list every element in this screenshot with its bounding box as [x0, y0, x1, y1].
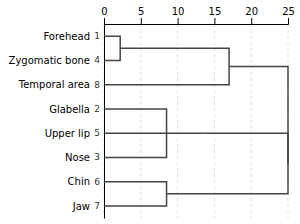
label-id: 4	[94, 55, 100, 65]
grid-line	[104, 24, 105, 218]
tick: 20	[245, 6, 258, 24]
tick-mark	[288, 18, 289, 24]
tick: Nose	[65, 152, 104, 163]
label-id: 5	[94, 128, 100, 138]
y-axis: Forehead Zygomatic bone Temporal area Glabe…	[9, 25, 105, 219]
label-ids: 14825367	[94, 31, 100, 211]
tick-label: Jaw	[72, 201, 90, 212]
tick-label: Glabella	[49, 104, 90, 115]
tick: Temporal area	[18, 79, 104, 90]
merge-link	[104, 48, 229, 84]
x-axis: 0 5 10 15 20 25	[101, 6, 295, 25]
tick-label: Temporal area	[18, 79, 90, 90]
tick-label: 10	[172, 6, 185, 17]
chart: 0510152025ForeheadZygomatic boneTemporal…	[0, 0, 300, 224]
label-id: 7	[94, 201, 100, 211]
tick-label: Nose	[65, 152, 90, 163]
merge-link	[104, 182, 167, 206]
tick-mark	[214, 18, 215, 24]
tick-mark	[141, 18, 142, 24]
label-id: 8	[94, 80, 100, 90]
tick-label: Forehead	[43, 31, 90, 42]
tick-label: 5	[138, 6, 144, 17]
tick-label: 0	[101, 6, 107, 17]
label-id: 1	[94, 31, 100, 41]
merge-link	[229, 66, 288, 163]
label-id: 2	[94, 104, 100, 114]
tick-label: 20	[245, 6, 258, 17]
tick-label: 25	[282, 6, 295, 17]
tick-mark	[178, 18, 179, 24]
axis-domain	[104, 25, 105, 219]
plot: 0510152025ForeheadZygomatic boneTemporal…	[9, 6, 295, 219]
label-id: 6	[94, 177, 100, 187]
grid-line	[214, 24, 215, 218]
dendrogram-links	[104, 36, 288, 206]
tick-mark	[104, 18, 105, 24]
grid-line	[251, 24, 252, 218]
tick: Upper lip	[45, 128, 104, 139]
tick: Chin	[68, 176, 104, 187]
tick: Jaw	[72, 201, 104, 212]
tick: Forehead	[43, 31, 104, 42]
tick-label: Chin	[68, 176, 90, 187]
tick: 5	[138, 6, 144, 24]
grid-line	[140, 24, 141, 218]
axis-domain	[105, 18, 289, 25]
tick-label: Zygomatic bone	[9, 55, 90, 66]
grid-line	[177, 24, 178, 218]
tick: 0	[101, 6, 107, 24]
merge-link	[167, 133, 288, 194]
tick-label: Upper lip	[45, 128, 90, 139]
merge-link	[104, 132, 203, 134]
tick: 15	[209, 6, 222, 24]
tick: 25	[282, 6, 295, 24]
tick: Zygomatic bone	[9, 55, 104, 66]
tick: 10	[172, 6, 185, 24]
label-id: 3	[94, 152, 100, 162]
tick: Glabella	[49, 104, 104, 115]
tick-mark	[251, 18, 252, 24]
tick-label: 15	[209, 6, 222, 17]
merge-link	[104, 36, 120, 60]
grid	[104, 24, 288, 218]
